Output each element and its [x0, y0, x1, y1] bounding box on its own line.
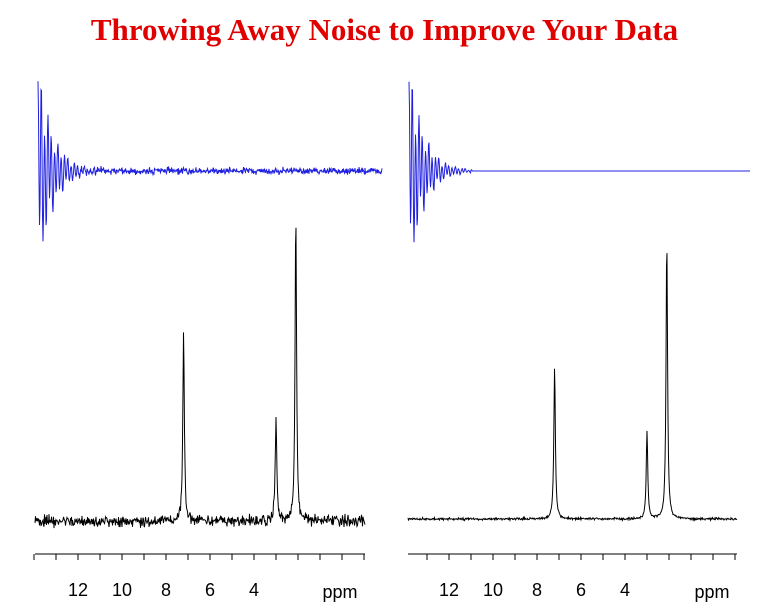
x-tick-label: 10 — [112, 580, 132, 600]
x-tick-label: 12 — [439, 580, 459, 600]
left-panel: 12 10 8 6 4 ppm — [33, 81, 383, 602]
x-tick-label: 4 — [620, 580, 630, 600]
spectrum-right-trace — [407, 253, 738, 522]
x-tick-label: 10 — [483, 580, 503, 600]
spectrum-right-axis: 12 10 8 6 4 ppm — [408, 553, 737, 602]
x-axis-label: ppm — [694, 582, 729, 602]
page-title: Throwing Away Noise to Improve Your Data — [90, 12, 679, 47]
x-tick-label: 8 — [161, 580, 171, 600]
fid-right-trace — [408, 81, 750, 243]
x-tick-label: 6 — [576, 580, 586, 600]
spectrum-left-axis: 12 10 8 6 4 ppm — [33, 553, 365, 602]
spectrum-left-trace — [34, 227, 366, 529]
x-tick-label: 4 — [249, 580, 259, 600]
x-tick-label: 8 — [532, 580, 542, 600]
right-panel: 12 10 8 6 4 ppm — [407, 81, 750, 602]
x-tick-label: 6 — [205, 580, 215, 600]
x-tick-label: 12 — [68, 580, 88, 600]
x-axis-label: ppm — [322, 582, 357, 602]
fid-left-trace — [37, 81, 383, 242]
